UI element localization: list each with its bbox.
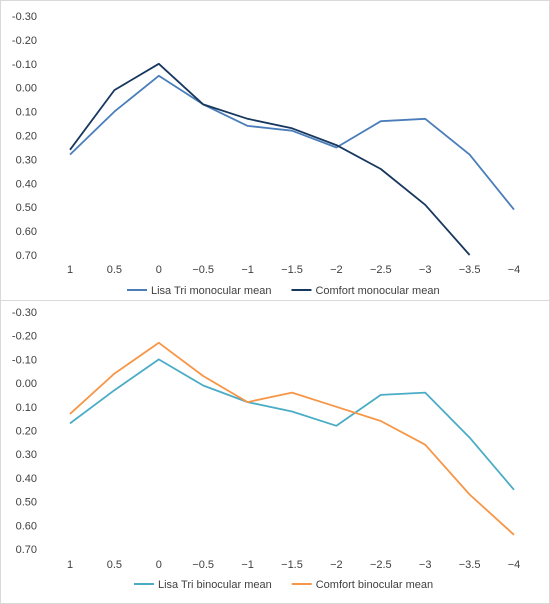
x-tick-label: −1 [241, 264, 254, 276]
x-tick-label: −4 [508, 559, 521, 571]
y-tick-label: 0.70 [16, 250, 37, 262]
x-tick-label: 1 [67, 559, 73, 571]
y-tick-label: 0.60 [16, 226, 37, 238]
chart-panel-monocular: -0.30 -0.20 -0.10 0.00 0.10 0.20 0.30 0.40 0.50 0… [0, 0, 550, 301]
y-tick-label: 0.60 [16, 520, 37, 532]
series-line-1 [69, 341, 515, 536]
x-tick-label: 1 [67, 264, 73, 276]
monocular-chart: -0.30-0.20-0.100.000.100.200.300.400.500… [12, 11, 521, 297]
y-tick-label: -0.30 [12, 307, 37, 319]
y-tick-label: 0.50 [16, 497, 37, 509]
x-tick-label: −0.5 [192, 264, 214, 276]
x-tick-label: −3.5 [459, 559, 481, 571]
chart-panel-binocular: -0.30 -0.20 -0.10 0.00 0.10 0.20 0.30 0.40 0.50 0… [0, 300, 550, 604]
x-tick-label: −0.5 [192, 559, 214, 571]
x-tick-label: −2.5 [370, 559, 392, 571]
legend-entry: Lisa Tri binocular mean [158, 579, 272, 591]
x-tick-label: −1.5 [281, 559, 303, 571]
x-tick-label: −3 [419, 264, 432, 276]
y-tick-label: 0.00 [16, 378, 37, 390]
y-tick-label: 0.10 [16, 107, 37, 119]
legend-entry: Comfort monocular mean [315, 285, 439, 297]
y-tick-label: -0.10 [12, 59, 37, 71]
binocular-chart: -0.30-0.20-0.100.000.100.200.300.400.500… [12, 307, 521, 591]
y-tick-label: 0.00 [16, 83, 37, 95]
x-tick-label: −2.5 [370, 264, 392, 276]
x-tick-label: 0.5 [107, 264, 122, 276]
y-tick-label: 0.30 [16, 449, 37, 461]
x-tick-label: −1.5 [281, 264, 303, 276]
y-tick-label: 0.20 [16, 426, 37, 438]
x-tick-label: −2 [330, 264, 343, 276]
x-tick-label: −3 [419, 559, 432, 571]
legend-entry: Lisa Tri monocular mean [151, 285, 271, 297]
x-tick-label: 0 [156, 559, 162, 571]
y-tick-label: -0.30 [12, 11, 37, 23]
legend-entry: Comfort binocular mean [316, 579, 433, 591]
y-tick-label: -0.10 [12, 354, 37, 366]
y-tick-label: -0.20 [12, 331, 37, 343]
x-tick-label: −2 [330, 559, 343, 571]
y-tick-label: 0.40 [16, 473, 37, 485]
series-line-0 [69, 74, 515, 211]
y-tick-label: 0.40 [16, 178, 37, 190]
y-tick-label: -0.20 [12, 35, 37, 47]
y-tick-label: 0.50 [16, 202, 37, 214]
x-tick-label: 0 [156, 264, 162, 276]
series-line-1 [69, 62, 471, 256]
series-line-0 [69, 358, 515, 491]
x-tick-label: −4 [508, 264, 521, 276]
y-tick-label: 0.10 [16, 402, 37, 414]
x-tick-label: −3.5 [459, 264, 481, 276]
y-tick-label: 0.30 [16, 154, 37, 166]
y-tick-label: 0.70 [16, 544, 37, 556]
y-tick-label: 0.20 [16, 131, 37, 143]
x-tick-label: −1 [241, 559, 254, 571]
x-tick-label: 0.5 [107, 559, 122, 571]
